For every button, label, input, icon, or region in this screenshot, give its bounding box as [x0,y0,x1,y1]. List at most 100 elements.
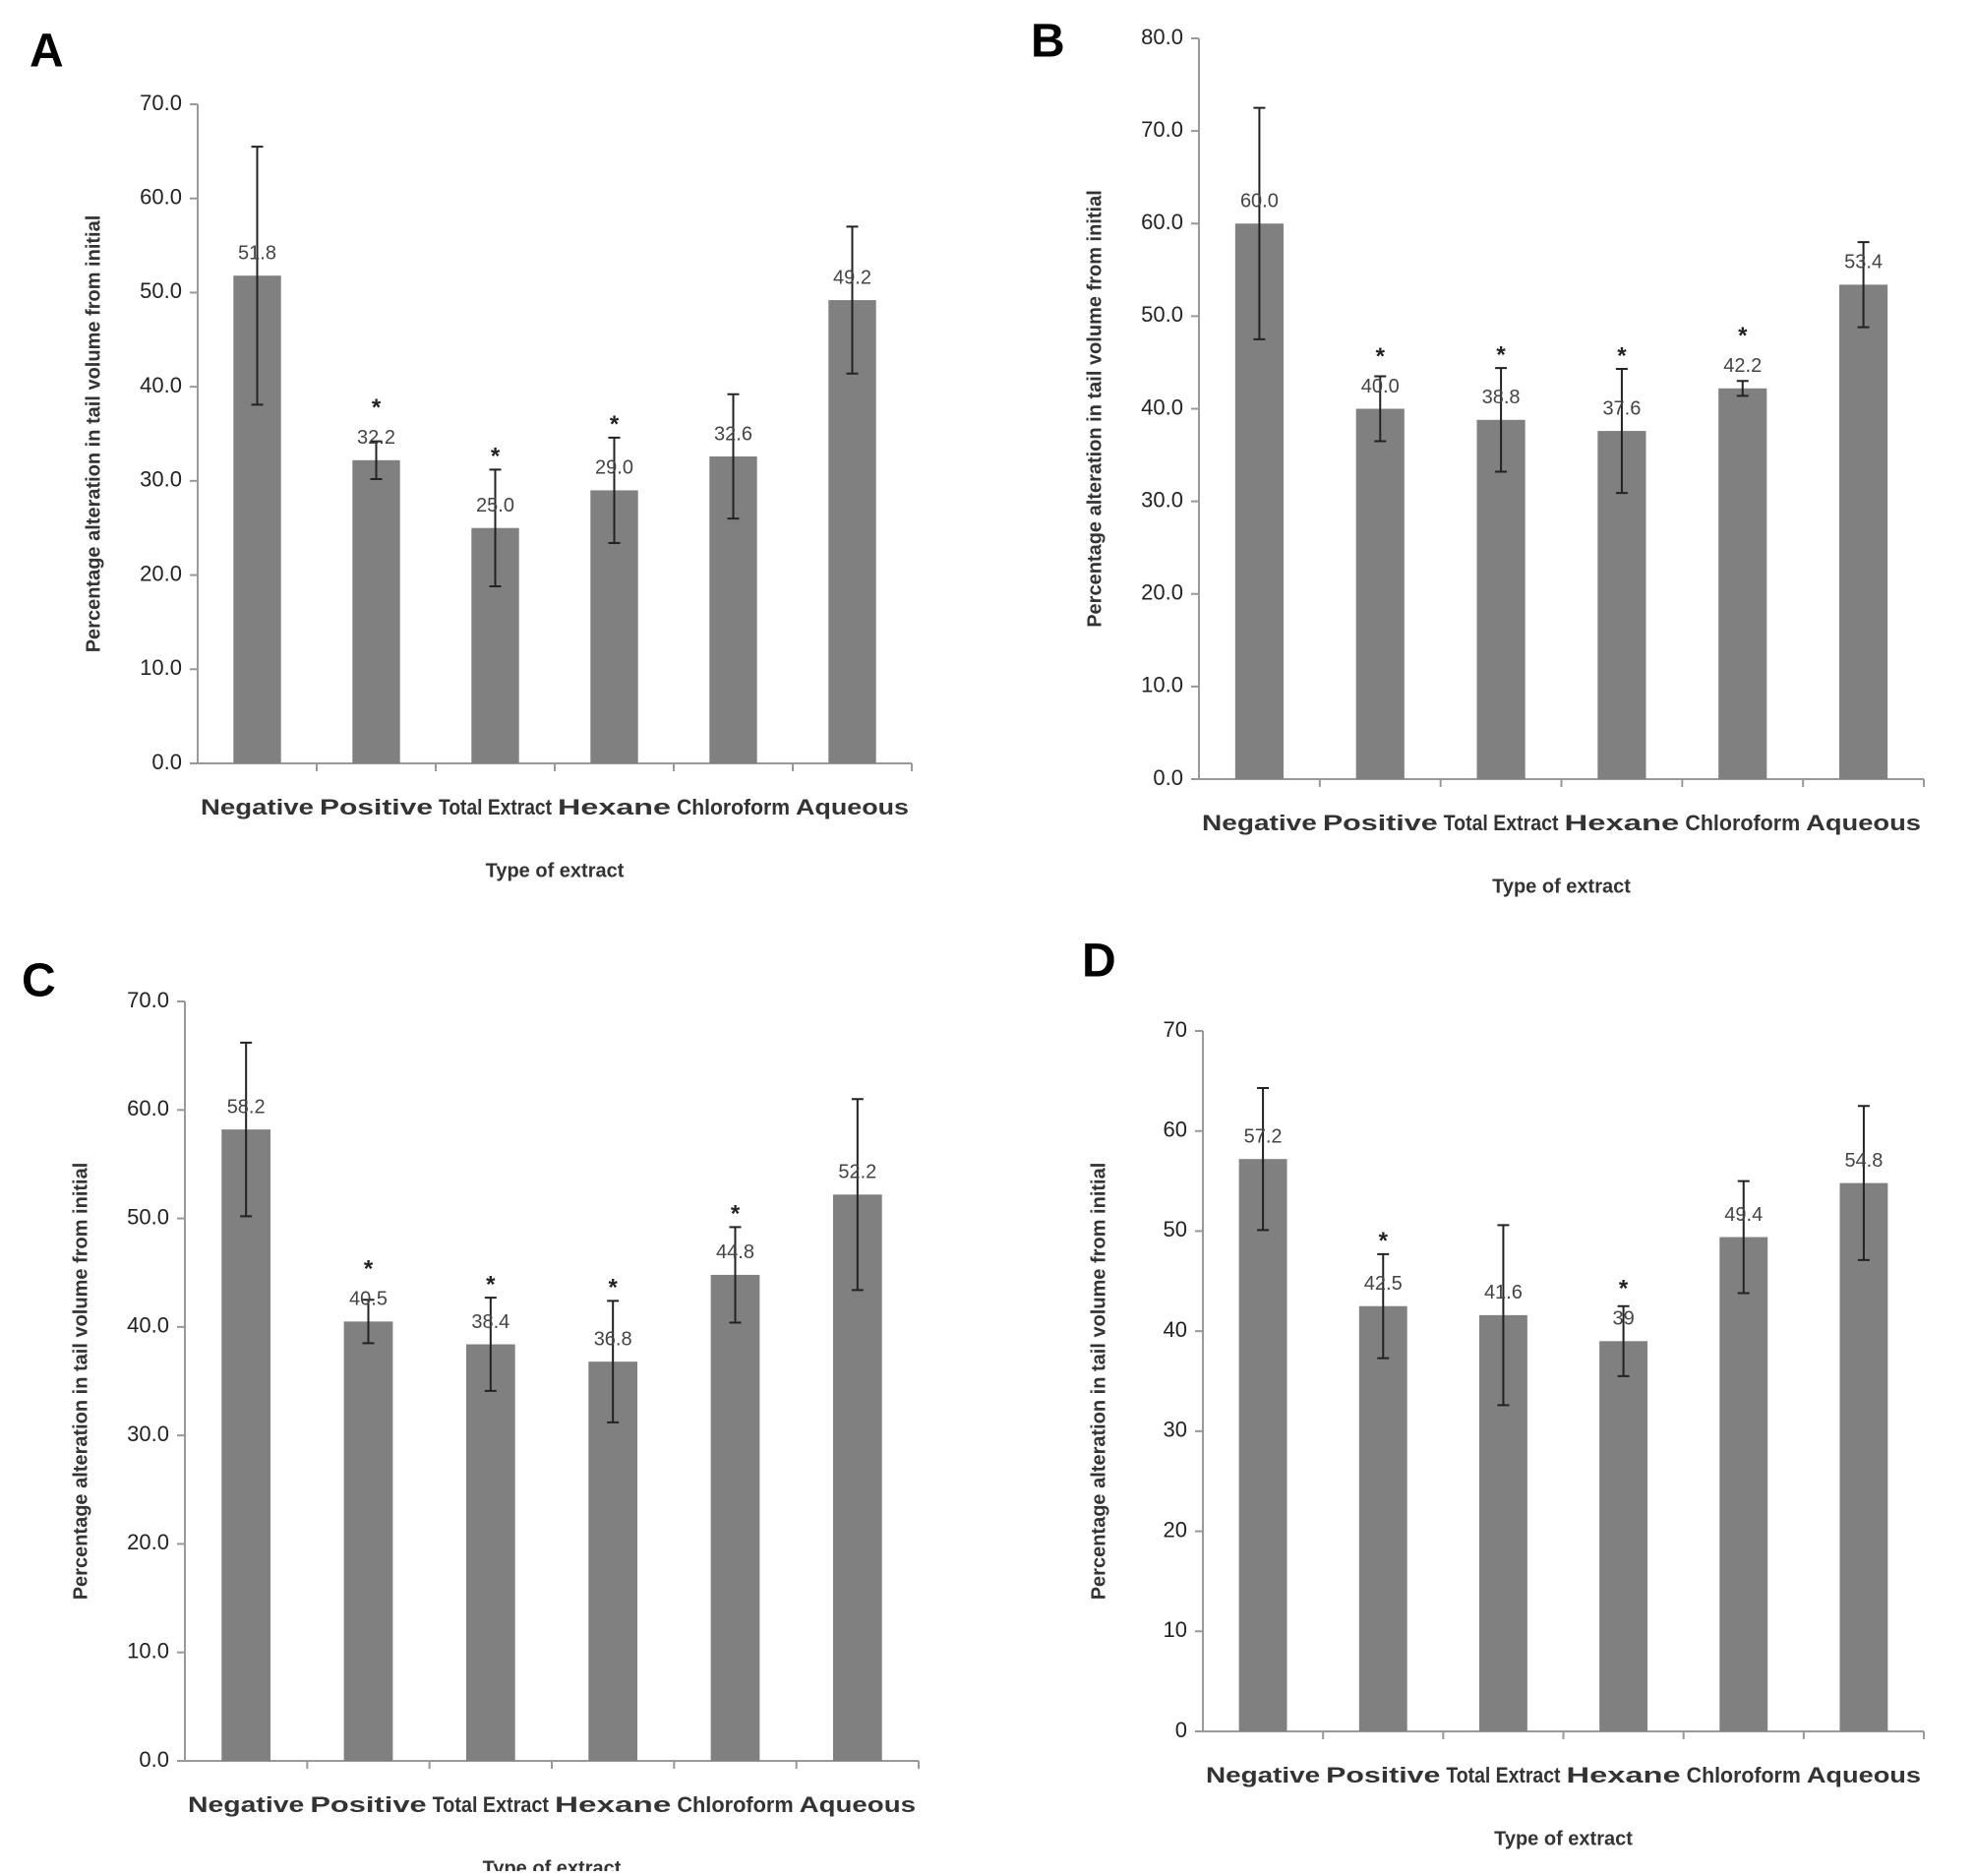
value-label: 32.6 [714,423,752,445]
significance-mark: * [610,411,620,438]
y-tick-label: 40.0 [140,373,182,397]
value-label: 49.2 [833,267,871,288]
y-tick-label: 50.0 [140,278,182,303]
x-tick-label: Aqueous [1806,811,1921,835]
error-bar [851,1098,864,1292]
x-tick-label: Total Extract [1446,1763,1561,1787]
bar [221,1129,271,1761]
y-tick-label: 30.0 [140,467,182,492]
x-tick-label: Chloroform [1685,811,1800,835]
bar [1599,1341,1648,1731]
error-bar [1737,1180,1750,1295]
x-tick-label: Hexane [1565,811,1680,835]
significance-mark: * [1619,1276,1629,1302]
value-label: 42.5 [1364,1273,1403,1295]
x-tick-label: Positive [310,1792,426,1817]
y-tick-label: 40.0 [127,1313,169,1338]
bar [1355,408,1405,779]
x-tick-label: Chloroform [677,795,790,819]
significance-mark: * [486,1271,496,1298]
y-axis-title: Percentage alteration in tail volume fro… [83,215,104,653]
y-tick-label: 10.0 [127,1639,169,1664]
error-bar [484,1297,497,1392]
x-tick-label: Chloroform [677,1792,793,1817]
x-tick-label: Chloroform [1687,1763,1801,1787]
bar [352,459,400,763]
error-bar [251,146,264,406]
y-tick-label: 20 [1164,1517,1187,1542]
bar [1718,388,1767,779]
bar [710,1274,760,1761]
x-tick-label: Hexane [558,795,671,819]
y-tick-label: 0 [1175,1718,1187,1742]
value-label: 37.6 [1602,397,1641,419]
error-bar [608,436,621,545]
y-tick-label: 80.0 [1141,25,1183,49]
panel-label: A [30,26,64,78]
y-tick-label: 40.0 [1141,394,1183,419]
x-tick-label: Total Extract [439,795,553,819]
x-axis-title: Type of extract [483,1857,622,1871]
panel-label: C [22,955,56,1007]
y-tick-label: 70.0 [140,91,182,115]
significance-mark: * [491,444,501,470]
y-tick-label: 60.0 [1141,210,1183,234]
significance-mark: * [1496,341,1506,368]
error-bar [1497,1224,1510,1407]
value-label: 29.0 [595,457,633,479]
error-bar [729,1226,742,1324]
y-axis-title: Percentage alteration in tail volume fro… [1084,190,1106,628]
value-label: 38.8 [1482,387,1521,408]
error-bar [1857,241,1870,329]
value-label: 53.4 [1844,252,1883,273]
value-label: 40.0 [1361,376,1400,397]
error-bar [1253,106,1266,340]
error-bar [489,468,502,588]
error-bar [727,393,740,520]
value-label: 54.8 [1844,1150,1883,1172]
y-tick-label: 30 [1164,1418,1187,1442]
significance-mark: * [1379,1228,1389,1254]
error-bar [1377,1252,1390,1360]
y-tick-label: 50.0 [1141,302,1183,327]
significance-mark: * [1617,342,1627,369]
significance-mark: * [364,1256,374,1283]
x-tick-label: Negative [1202,811,1317,835]
y-tick-label: 70.0 [1141,117,1183,142]
x-tick-label: Aqueous [1807,1763,1921,1787]
significance-mark: * [372,394,382,421]
y-tick-label: 30.0 [1141,487,1183,512]
value-label: 40.5 [349,1289,388,1310]
y-tick-label: 40 [1164,1317,1187,1342]
y-tick-label: 20.0 [140,561,182,585]
y-axis-title: Percentage alteration in tail volume fro… [70,1163,91,1601]
y-tick-label: 10.0 [140,655,182,680]
y-tick-label: 60.0 [140,185,182,210]
significance-mark: * [1376,343,1386,370]
x-tick-label: Total Extract [433,1792,550,1817]
significance-mark: * [731,1201,741,1228]
significance-mark: * [608,1275,618,1301]
y-tick-label: 30.0 [127,1422,169,1446]
y-tick-label: 20.0 [127,1530,169,1554]
x-tick-label: Aqueous [800,1792,916,1817]
error-bar [607,1300,620,1423]
x-tick-label: Negative [188,1792,304,1817]
y-tick-label: 0.0 [1153,765,1183,790]
y-axis-title: Percentage alteration in tail volume fro… [1088,1163,1109,1601]
significance-mark: * [1738,323,1748,349]
value-label: 25.0 [476,495,514,516]
x-tick-label: Positive [1326,1763,1440,1787]
y-tick-label: 50.0 [127,1204,169,1229]
x-axis-title: Type of extract [1494,1828,1633,1849]
error-bar [1374,375,1387,443]
error-bar [240,1041,253,1218]
y-tick-label: 10.0 [1141,673,1183,697]
bar [1839,284,1888,779]
bar [588,1362,638,1761]
y-tick-label: 0.0 [151,750,182,774]
error-bar [1736,380,1749,397]
x-tick-label: Hexane [555,1792,671,1817]
x-tick-label: Total Extract [1444,811,1559,835]
y-tick-label: 10 [1164,1617,1187,1642]
